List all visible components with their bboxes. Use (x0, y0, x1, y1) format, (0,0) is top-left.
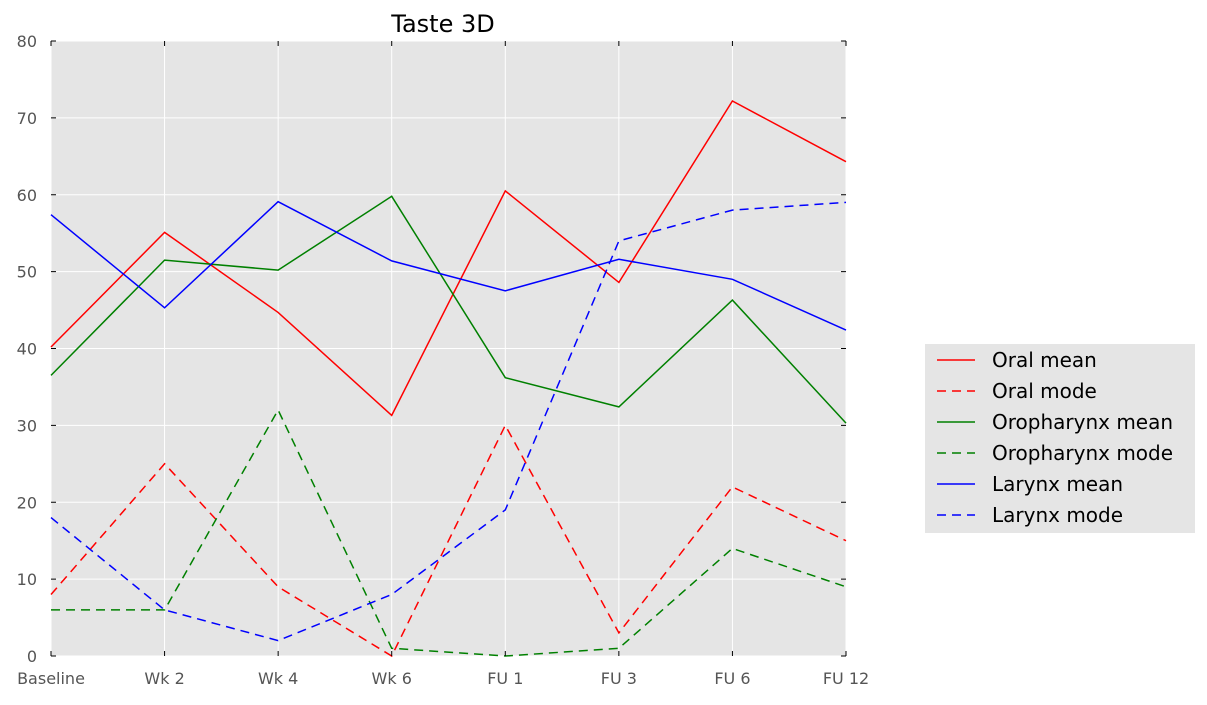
legend-label: Oropharynx mode (992, 441, 1173, 465)
x-tick-label: Wk 4 (258, 669, 298, 688)
x-tick-label: FU 12 (823, 669, 869, 688)
y-tick-label: 60 (17, 186, 37, 205)
x-tick-label: Wk 6 (372, 669, 412, 688)
x-tick-label: FU 1 (487, 669, 523, 688)
series-line-larynx-mean (50, 200, 847, 331)
series-line-oropharynx-mode (51, 408, 847, 657)
y-tick-label: 0 (27, 647, 37, 666)
x-tick-label: Wk 2 (144, 669, 184, 688)
legend-label: Larynx mode (992, 503, 1123, 527)
y-tick-label: 40 (17, 340, 37, 359)
y-tick-label: 50 (17, 263, 37, 282)
legend-box (925, 344, 1195, 533)
y-tick-label: 30 (17, 416, 37, 435)
x-tick-label: Baseline (17, 669, 85, 688)
y-tick-label: 20 (17, 493, 37, 512)
legend-label: Oropharynx mean (992, 410, 1173, 434)
y-tick-label: 70 (17, 109, 37, 128)
series-line-oral-mode (50, 423, 847, 658)
chart-title: Taste 3D (390, 10, 494, 38)
x-tick-label: FU 6 (714, 669, 750, 688)
x-tick-label: FU 3 (601, 669, 637, 688)
legend-label: Larynx mean (992, 472, 1123, 496)
series-line-oropharynx-mean (50, 195, 847, 424)
legend-label: Oral mode (992, 379, 1097, 403)
series-line-larynx-mode (50, 201, 847, 642)
y-tick-label: 10 (17, 570, 37, 589)
series-line-oral-mean (50, 100, 847, 417)
legend-label: Oral mean (992, 348, 1097, 372)
y-tick-label: 80 (17, 32, 37, 51)
